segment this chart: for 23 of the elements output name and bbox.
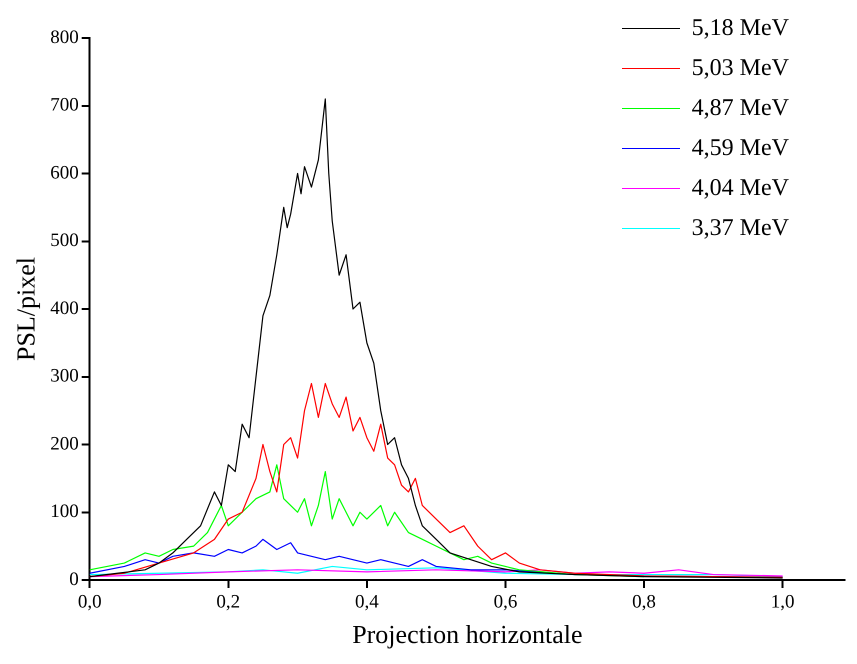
x-tick-label: 0,0 xyxy=(78,591,102,612)
y-tick-label: 300 xyxy=(50,366,79,387)
y-tick-label: 500 xyxy=(50,230,79,252)
y-tick-label: 100 xyxy=(50,501,79,522)
legend-label: 5,18 MeV xyxy=(692,14,789,42)
x-tick-label: 0,8 xyxy=(632,591,656,612)
legend-label: 3,37 MeV xyxy=(692,214,789,242)
x-tick-label: 0,4 xyxy=(355,591,380,612)
y-axis-title: PSL/pixel xyxy=(11,256,40,362)
y-tick-label: 600 xyxy=(50,162,79,184)
x-tick-label: 1,0 xyxy=(770,591,795,612)
legend-label: 4,59 MeV xyxy=(692,134,789,162)
y-tick-label: 400 xyxy=(50,298,79,319)
y-tick-label: 700 xyxy=(50,94,79,116)
y-tick-label: 200 xyxy=(50,433,79,454)
legend-label: 5,03 MeV xyxy=(692,54,789,82)
x-axis-title: Projection horizontale xyxy=(352,620,583,650)
x-tick-label: 0,6 xyxy=(494,591,518,612)
y-tick-label: 800 xyxy=(50,26,79,48)
legend-label: 4,87 MeV xyxy=(692,94,789,122)
y-tick-label: 0 xyxy=(69,568,79,590)
x-tick-label: 0,2 xyxy=(216,591,240,612)
legend-label: 4,04 MeV xyxy=(692,174,789,202)
